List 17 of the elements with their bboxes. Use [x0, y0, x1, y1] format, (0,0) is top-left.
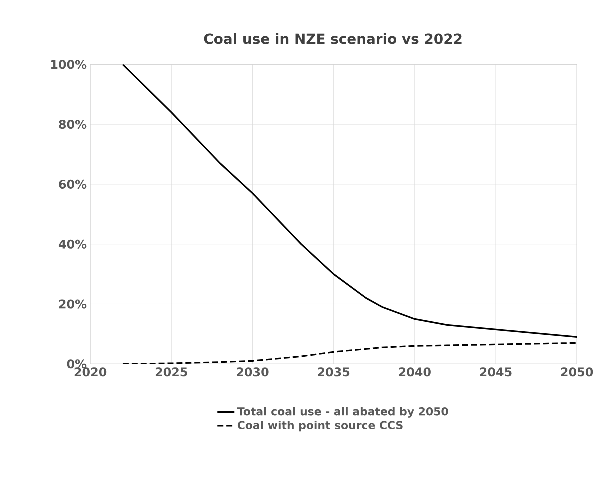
y-tick-label: 60% [59, 180, 87, 190]
line-series [122, 64, 578, 338]
x-tick-label: 2035 [318, 368, 350, 377]
legend-label: Total coal use - all abated by 2050 [237, 408, 448, 418]
x-tick-label: 2045 [480, 368, 512, 377]
y-tick-label: 40% [58, 240, 87, 250]
y-tick-label: 80% [59, 120, 87, 130]
y-tick-label: 100% [51, 60, 87, 70]
y-tick-label: 20% [59, 300, 87, 310]
legend-label: Coal with point source CCS [238, 421, 403, 432]
chart-title: Coal use in NZE scenario vs 2022 [204, 34, 462, 44]
x-tick-label: 2020 [74, 368, 107, 377]
y-tick-label: 0% [67, 360, 87, 369]
x-tick-label: 2025 [156, 368, 188, 377]
x-tick-label: 2040 [399, 368, 431, 377]
x-tick-label: 2030 [237, 368, 269, 377]
x-tick-label: 2050 [561, 368, 594, 377]
